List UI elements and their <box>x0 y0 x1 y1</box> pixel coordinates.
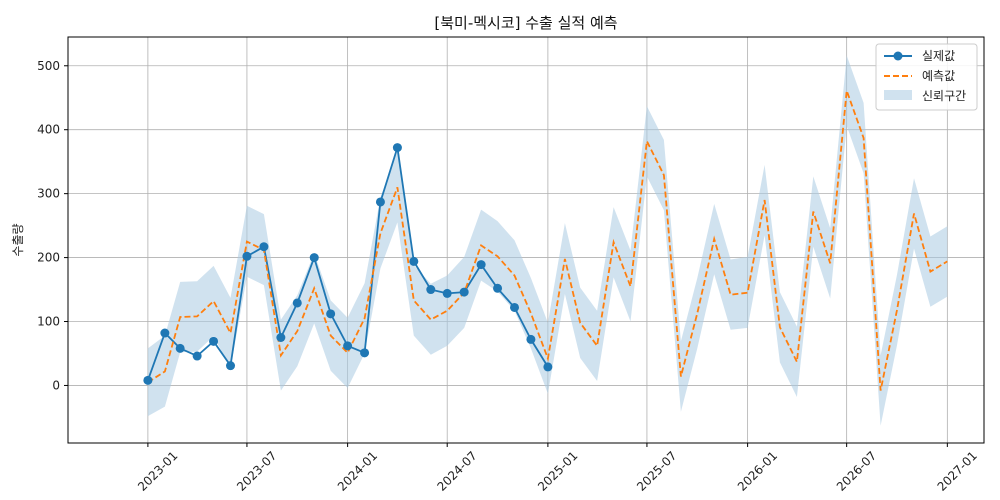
grid-lines <box>68 37 984 443</box>
x-tick-label: 2025-01 <box>535 449 580 494</box>
x-tick-label: 2026-07 <box>834 449 879 494</box>
actual-data-point <box>543 362 553 372</box>
x-tick-label: 2024-07 <box>434 449 479 494</box>
actual-data-point <box>343 341 353 351</box>
actual-data-point <box>510 302 520 312</box>
legend-item-interval: 신뢰구간 <box>884 89 966 103</box>
actual-data-point <box>192 351 202 361</box>
actual-data-point <box>292 298 302 308</box>
actual-data-point <box>409 256 419 266</box>
x-tick-label: 2024-01 <box>335 449 380 494</box>
series-lines-layer <box>143 90 948 391</box>
legend-label-forecast: 예측값 <box>922 69 955 83</box>
x-tick-label: 2023-01 <box>135 449 180 494</box>
confidence-band <box>147 55 948 426</box>
y-tick-label: 200 <box>37 251 60 265</box>
actual-data-point <box>143 375 153 385</box>
chart-title: [북미-멕시코] 수출 실적 예측 <box>434 14 617 32</box>
actual-data-point <box>375 197 385 207</box>
actual-data-point <box>242 251 252 261</box>
actual-data-point <box>309 253 319 263</box>
actual-data-point <box>392 143 402 153</box>
actual-data-point <box>360 348 370 358</box>
y-tick-label: 100 <box>37 315 60 329</box>
x-tick-label: 2027-01 <box>935 449 980 494</box>
actual-data-point <box>226 361 236 371</box>
forecast-series-line <box>147 90 948 391</box>
y-tick-label: 400 <box>37 123 60 137</box>
actual-data-point <box>493 283 503 293</box>
actual-data-point <box>209 336 219 346</box>
legend-item-forecast: 예측값 <box>884 69 955 83</box>
y-axis-label: 수출량 <box>11 223 25 256</box>
actual-data-point <box>276 333 286 343</box>
actual-data-point <box>175 343 185 353</box>
y-tick-label: 0 <box>52 378 60 392</box>
x-tick-label: 2026-01 <box>735 449 780 494</box>
actual-data-point <box>526 334 536 344</box>
actual-data-point <box>476 260 486 270</box>
x-tick-label: 2023-07 <box>234 449 279 494</box>
confidence-band-layer <box>147 55 948 426</box>
legend-label-interval: 신뢰구간 <box>922 89 966 103</box>
plot-frame <box>67 36 985 444</box>
actual-data-point <box>326 309 336 319</box>
y-tick-label: 500 <box>37 59 60 73</box>
actual-data-point <box>259 242 269 252</box>
actual-data-point <box>442 288 452 298</box>
actual-data-point <box>160 328 170 338</box>
y-tick-label: 300 <box>37 187 60 201</box>
legend: 실제값 예측값 신뢰구간 <box>875 43 978 111</box>
x-tick-label: 2025-07 <box>634 449 679 494</box>
legend-item-actual: 실제값 <box>884 49 955 63</box>
actual-data-point <box>426 285 436 295</box>
actual-data-point <box>459 287 469 297</box>
legend-label-actual: 실제값 <box>922 49 955 63</box>
